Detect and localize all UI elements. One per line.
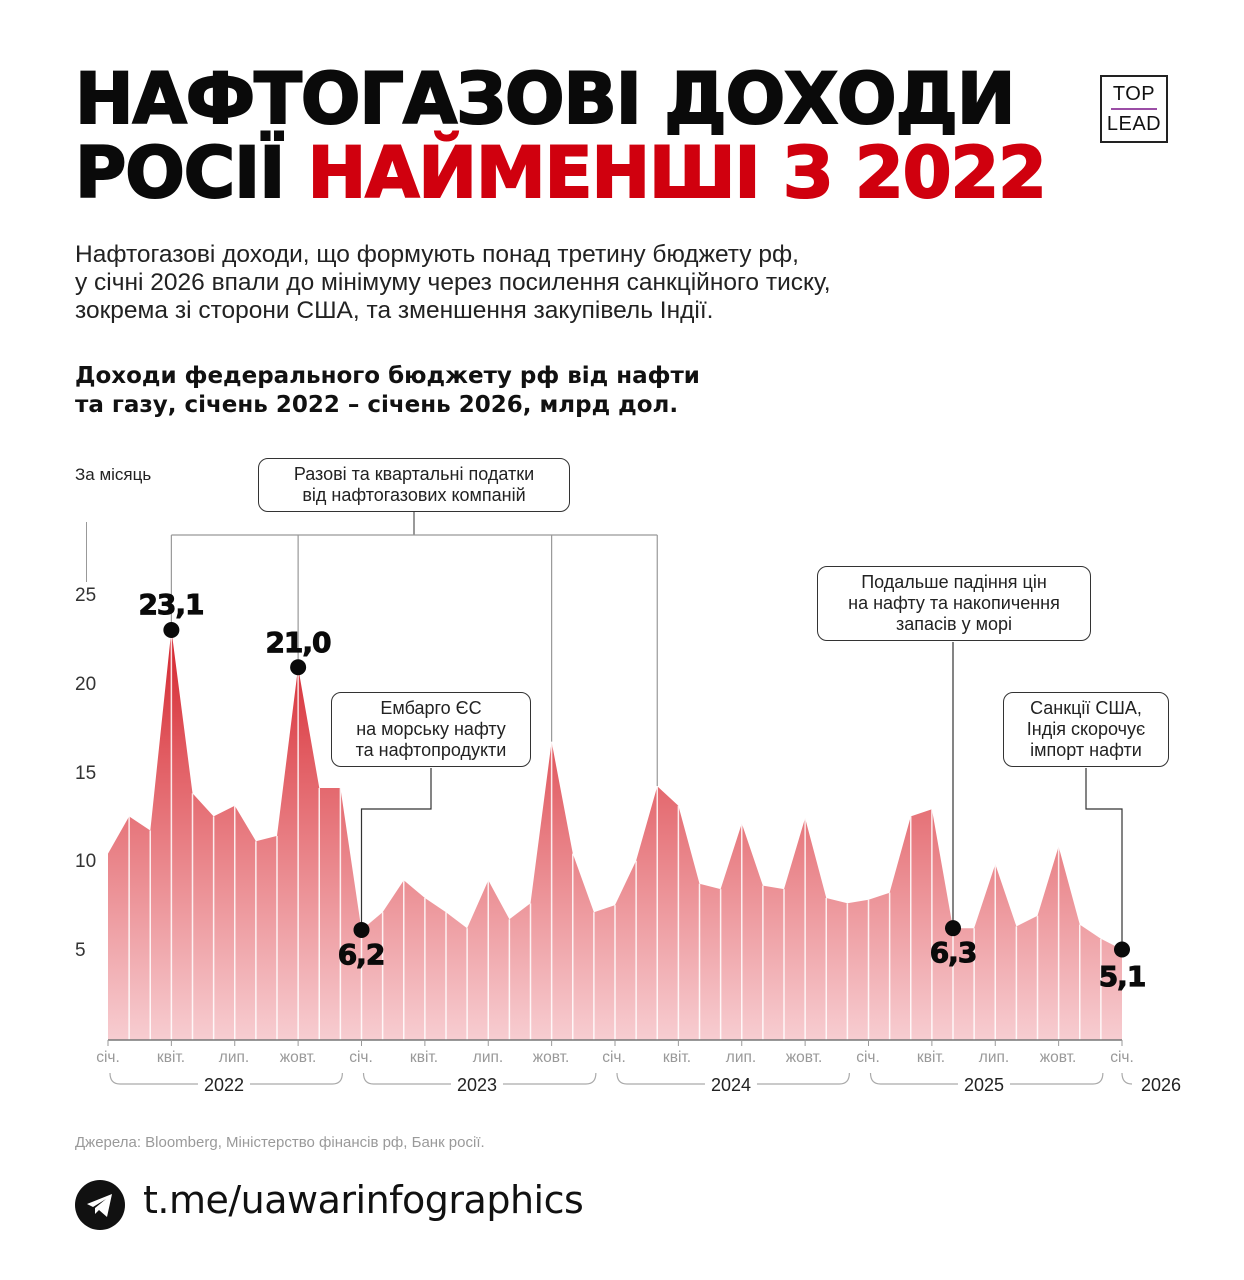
y-tick-10: 10 [75,851,97,872]
callout-text: та нафтопродукти [355,740,507,760]
title-red-part: НАЙМЕНШІ З 2022 [307,132,1048,214]
callout-text: Подальше падіння цін [861,572,1047,592]
callout-text: запасів у морі [896,614,1012,634]
value-label-jan-2026: 5,1 [1098,960,1147,994]
lead-line: у січні 2026 впали до мінімуму через пос… [75,269,831,296]
y-tick-5: 5 [75,940,86,961]
page-title: НАФТОГАЗОВІ ДОХОДИ РОСІЇ НАЙМЕНШІ З 2022 [74,58,1048,211]
callout-text: від нафтогазових компаній [302,485,526,505]
year-label-2023: 2023 [450,1075,504,1096]
callout-prices: Подальше падіння цін на нафту та накопич… [817,566,1091,641]
lead-line: зокрема зі сторони США, та зменшення зак… [75,297,714,324]
value-label-may-2025: 6,3 [929,936,978,970]
x-tick-label: січ. [349,1049,373,1066]
year-label-2024: 2024 [704,1075,758,1096]
callout-text: імпорт нафти [1030,740,1142,760]
title-line-1: НАФТОГАЗОВІ ДОХОДИ [74,58,1016,140]
title-black-part: РОСІЇ [74,132,308,214]
callout-taxes: Разові та квартальні податки від нафтога… [258,458,570,512]
callout-text: Індія скорочує [1026,719,1146,739]
lead-line: Нафтогазові доходи, що формують понад тр… [75,241,799,268]
callout-sanctions: Санкції США, Індія скорочує імпорт нафти [1003,692,1169,767]
highlight-dots [163,621,1130,958]
callout-text: на нафту та накопичення [848,593,1060,613]
y-tick-15: 15 [75,763,97,784]
value-label-oct-2022: 21,0 [265,626,332,660]
chart-title: Доходи федерального бюджету рф від нафти… [75,362,700,420]
top-lead-logo: TOP LEAD [1100,75,1168,143]
chart-title-line: Доходи федерального бюджету рф від нафти [75,363,700,389]
x-tick-label: січ. [96,1049,120,1066]
month-dividers [128,629,1102,1040]
year-label-2026: 2026 [1134,1075,1188,1096]
y-tick-25: 25 [75,585,97,606]
callout-text: Санкції США, [1030,698,1142,718]
logo-bottom-text: LEAD [1106,113,1162,135]
year-label-2022: 2022 [197,1075,251,1096]
x-tick-label: лип. [218,1049,250,1066]
y-axis-unit-label: За місяць [75,465,152,484]
x-tick-label: лип. [978,1049,1010,1066]
callout-embargo: Ембарго ЄС на морську нафту та нафтопрод… [331,692,531,767]
x-tick-label: квіт. [156,1049,186,1066]
value-label-apr-2022: 23,1 [138,588,205,622]
x-tick-label: січ. [1110,1049,1134,1066]
telegram-icon[interactable] [75,1180,125,1230]
callout-text: на морську нафту [356,719,506,739]
callout-text: Разові та квартальні податки [293,464,535,484]
y-tick-20: 20 [75,674,97,695]
x-tick-label: лип. [725,1049,757,1066]
value-label-jan-2023: 6,2 [337,938,386,972]
annotation-connectors [170,512,1123,950]
telegram-link[interactable]: t.me/uawarinfographics [143,1178,584,1222]
title-line-2: РОСІЇ НАЙМЕНШІ З 2022 [74,135,1048,211]
year-label-2025: 2025 [957,1075,1011,1096]
source-note: Джерела: Bloomberg, Міністерство фінансі… [75,1134,485,1151]
x-tick-label: квіт. [409,1049,439,1066]
x-tick-label: жовт. [279,1049,317,1066]
x-tick-label: січ. [602,1049,626,1066]
callout-text: Ембарго ЄС [380,698,482,718]
y-axis-unit-line [86,522,87,582]
x-tick-marks [107,1040,1123,1046]
x-tick-label: лип. [472,1049,504,1066]
x-tick-label: жовт. [1039,1049,1077,1066]
x-tick-label: січ. [856,1049,880,1066]
logo-divider [1111,108,1157,110]
x-tick-label: жовт. [532,1049,570,1066]
logo-top-text: TOP [1112,83,1156,105]
x-tick-label: жовт. [785,1049,823,1066]
chart-title-line: та газу, січень 2022 – січень 2026, млрд… [75,392,679,418]
x-tick-label: квіт. [916,1049,946,1066]
x-tick-label: квіт. [662,1049,692,1066]
lead-paragraph: Нафтогазові доходи, що формують понад тр… [75,241,1075,325]
